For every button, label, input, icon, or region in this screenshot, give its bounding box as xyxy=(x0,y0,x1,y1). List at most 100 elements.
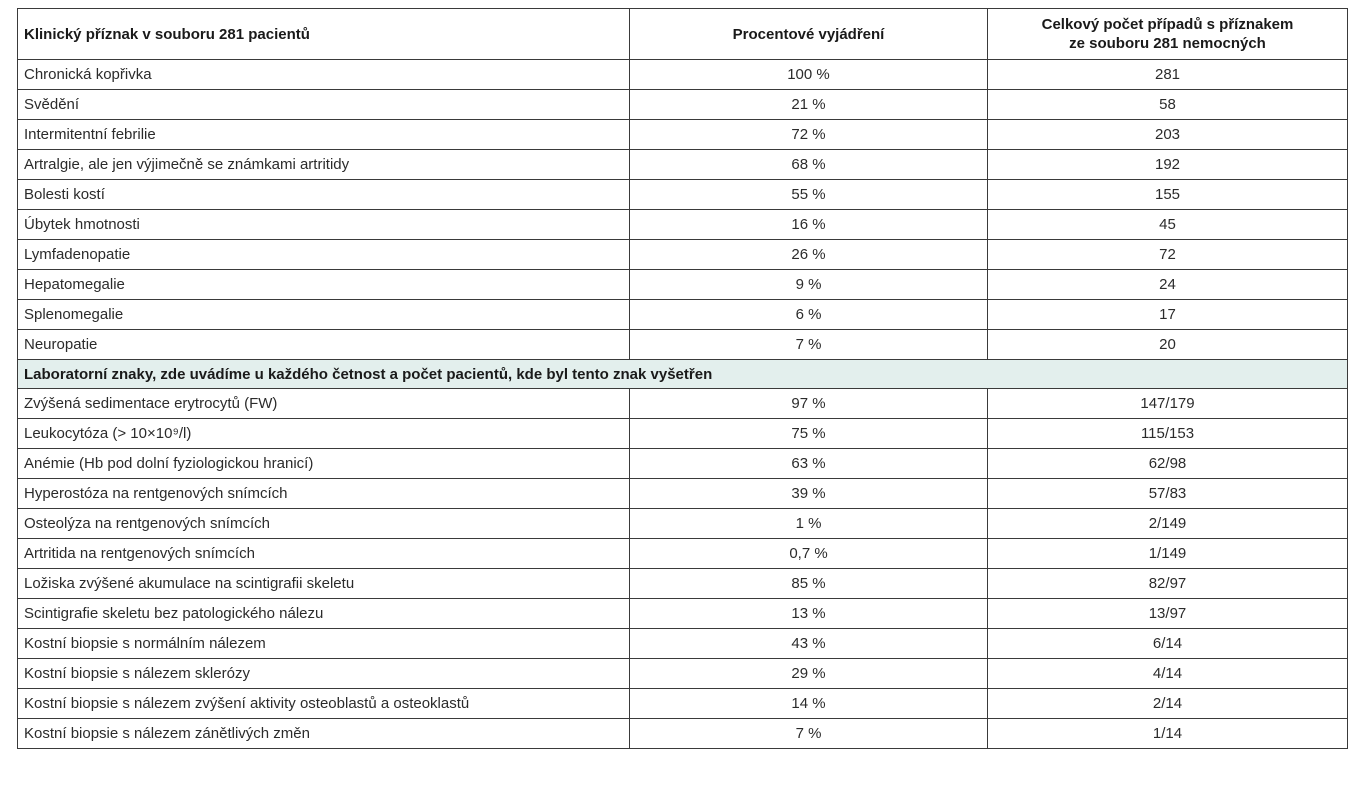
lab-row: Anémie (Hb pod dolní fyziologickou hrani… xyxy=(17,448,1348,479)
percent-cell: 75 % xyxy=(629,418,988,449)
percent-cell: 72 % xyxy=(629,119,988,150)
percent-cell: 55 % xyxy=(629,179,988,210)
lab-row: Hyperostóza na rentgenových snímcích 39 %… xyxy=(17,478,1348,509)
count-cell: 192 xyxy=(987,149,1348,180)
percent-cell: 6 % xyxy=(629,299,988,330)
count-cell: 57/83 xyxy=(987,478,1348,509)
symptom-cell: Artralgie, ale jen výjimečně se známkami… xyxy=(17,149,630,180)
count-cell: 62/98 xyxy=(987,448,1348,479)
lab-row: Kostní biopsie s normálním nálezem 43 % 6/… xyxy=(17,628,1348,659)
clinical-rows: Chronická kopřivka 100 % 281 Svědění 21 % 58 I… xyxy=(17,59,1348,360)
clinical-row: Úbytek hmotnosti 16 % 45 xyxy=(17,209,1348,240)
count-cell: 2/149 xyxy=(987,508,1348,539)
lab-rows: Zvýšená sedimentace erytrocytů (FW) 97 % 1… xyxy=(17,388,1348,749)
percent-cell: 9 % xyxy=(629,269,988,300)
symptom-cell: Hyperostóza na rentgenových snímcích xyxy=(17,478,630,509)
count-cell: 2/14 xyxy=(987,688,1348,719)
header-percent: Procentové vyjádření xyxy=(629,8,988,60)
symptom-cell: Lymfadenopatie xyxy=(17,239,630,270)
count-cell: 58 xyxy=(987,89,1348,120)
count-cell: 82/97 xyxy=(987,568,1348,599)
count-cell: 72 xyxy=(987,239,1348,270)
clinical-row: Svědění 21 % 58 xyxy=(17,89,1348,120)
count-cell: 45 xyxy=(987,209,1348,240)
clinical-row: Lymfadenopatie 26 % 72 xyxy=(17,239,1348,270)
symptom-cell: Hepatomegalie xyxy=(17,269,630,300)
lab-section: Laboratorní znaky, zde uvádíme u každého… xyxy=(17,359,1348,389)
count-cell: 155 xyxy=(987,179,1348,210)
header-count-line2: ze souboru 281 nemocných xyxy=(1069,35,1266,52)
percent-cell: 21 % xyxy=(629,89,988,120)
clinical-row: Neuropatie 7 % 20 xyxy=(17,329,1348,360)
count-cell: 13/97 xyxy=(987,598,1348,629)
clinical-row: Bolesti kostí 55 % 155 xyxy=(17,179,1348,210)
percent-cell: 100 % xyxy=(629,59,988,90)
count-cell: 24 xyxy=(987,269,1348,300)
symptom-cell: Chronická kopřivka xyxy=(17,59,630,90)
count-cell: 203 xyxy=(987,119,1348,150)
symptom-cell: Kostní biopsie s nálezem zánětlivých změ… xyxy=(17,718,630,749)
clinical-row: Hepatomegalie 9 % 24 xyxy=(17,269,1348,300)
percent-cell: 16 % xyxy=(629,209,988,240)
percent-cell: 29 % xyxy=(629,658,988,689)
count-cell: 4/14 xyxy=(987,658,1348,689)
symptom-cell: Úbytek hmotnosti xyxy=(17,209,630,240)
clinical-row: Chronická kopřivka 100 % 281 xyxy=(17,59,1348,90)
count-cell: 281 xyxy=(987,59,1348,90)
count-cell: 1/14 xyxy=(987,718,1348,749)
symptom-cell: Kostní biopsie s nálezem sklerózy xyxy=(17,658,630,689)
section-header-row: Laboratorní znaky, zde uvádíme u každého… xyxy=(17,359,1348,389)
count-cell: 6/14 xyxy=(987,628,1348,659)
symptom-cell: Neuropatie xyxy=(17,329,630,360)
percent-cell: 0,7 % xyxy=(629,538,988,569)
symptom-cell: Anémie (Hb pod dolní fyziologickou hrani… xyxy=(17,448,630,479)
percent-cell: 7 % xyxy=(629,329,988,360)
count-cell: 17 xyxy=(987,299,1348,330)
symptom-cell: Kostní biopsie s normálním nálezem xyxy=(17,628,630,659)
percent-cell: 85 % xyxy=(629,568,988,599)
clinical-row: Intermitentní febrilie 72 % 203 xyxy=(17,119,1348,150)
lab-row: Osteolýza na rentgenových snímcích 1 % 2/1… xyxy=(17,508,1348,539)
table-header: Klinický příznak v souboru 281 pacientů … xyxy=(17,8,1348,60)
section-title: Laboratorní znaky, zde uvádíme u každého… xyxy=(17,359,1348,389)
lab-row: Kostní biopsie s nálezem sklerózy 29 % 4/1… xyxy=(17,658,1348,689)
lab-row: Kostní biopsie s nálezem zánětlivých změ… xyxy=(17,718,1348,749)
count-cell: 20 xyxy=(987,329,1348,360)
clinical-row: Artralgie, ale jen výjimečně se známkami… xyxy=(17,149,1348,180)
percent-cell: 43 % xyxy=(629,628,988,659)
symptom-cell: Intermitentní febrilie xyxy=(17,119,630,150)
percent-cell: 63 % xyxy=(629,448,988,479)
symptom-cell: Splenomegalie xyxy=(17,299,630,330)
symptom-cell: Zvýšená sedimentace erytrocytů (FW) xyxy=(17,388,630,419)
percent-cell: 39 % xyxy=(629,478,988,509)
lab-row: Zvýšená sedimentace erytrocytů (FW) 97 % 1… xyxy=(17,388,1348,419)
clinical-row: Splenomegalie 6 % 17 xyxy=(17,299,1348,330)
header-symptom: Klinický příznak v souboru 281 pacientů xyxy=(17,8,630,60)
percent-cell: 68 % xyxy=(629,149,988,180)
count-cell: 1/149 xyxy=(987,538,1348,569)
symptom-cell: Scintigrafie skeletu bez patologického n… xyxy=(17,598,630,629)
symptom-cell: Artritida na rentgenových snímcích xyxy=(17,538,630,569)
count-cell: 147/179 xyxy=(987,388,1348,419)
lab-row: Artritida na rentgenových snímcích 0,7 % 1… xyxy=(17,538,1348,569)
symptom-cell: Kostní biopsie s nálezem zvýšení aktivit… xyxy=(17,688,630,719)
percent-cell: 97 % xyxy=(629,388,988,419)
lab-row: Scintigrafie skeletu bez patologického n… xyxy=(17,598,1348,629)
lab-row: Kostní biopsie s nálezem zvýšení aktivit… xyxy=(17,688,1348,719)
lab-row: Leukocytóza (> 10×10⁹/l) 75 % 115/153 xyxy=(17,418,1348,449)
header-count: Celkový počet případů s příznakem ze soub… xyxy=(987,8,1348,60)
clinical-signs-table: Klinický příznak v souboru 281 pacientů … xyxy=(17,8,1348,749)
symptom-cell: Svědění xyxy=(17,89,630,120)
symptom-cell: Ložiska zvýšené akumulace na scintigrafi… xyxy=(17,568,630,599)
percent-cell: 1 % xyxy=(629,508,988,539)
symptom-cell: Bolesti kostí xyxy=(17,179,630,210)
count-cell: 115/153 xyxy=(987,418,1348,449)
lab-row: Ložiska zvýšené akumulace na scintigrafi… xyxy=(17,568,1348,599)
header-row: Klinický příznak v souboru 281 pacientů … xyxy=(17,8,1348,60)
percent-cell: 7 % xyxy=(629,718,988,749)
symptom-cell: Leukocytóza (> 10×10⁹/l) xyxy=(17,418,630,449)
percent-cell: 13 % xyxy=(629,598,988,629)
header-count-line1: Celkový počet případů s příznakem xyxy=(1041,16,1294,33)
symptom-cell: Osteolýza na rentgenových snímcích xyxy=(17,508,630,539)
percent-cell: 14 % xyxy=(629,688,988,719)
